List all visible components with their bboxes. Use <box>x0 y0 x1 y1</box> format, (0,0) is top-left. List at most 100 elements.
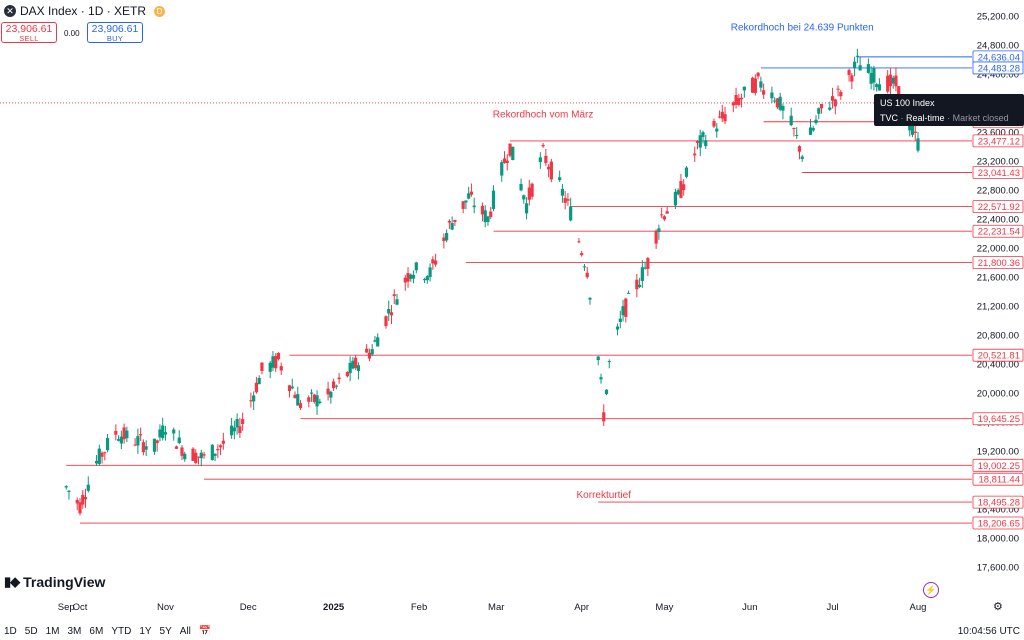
candle-body <box>351 360 355 369</box>
candle-body <box>183 453 187 460</box>
candle-body <box>103 452 107 454</box>
candle-body <box>210 444 214 461</box>
candle-body <box>348 362 352 374</box>
y-tick-label: 24,400.00 <box>977 70 1019 81</box>
candle-body <box>596 356 600 360</box>
candle-body <box>298 403 303 409</box>
candle-body <box>139 434 143 436</box>
candle-body <box>797 146 802 152</box>
candle-body <box>180 447 184 456</box>
candle-body <box>773 100 777 102</box>
candle-body <box>814 119 818 124</box>
candle-body <box>693 153 697 156</box>
timeframe-1y[interactable]: 1Y <box>139 625 152 637</box>
candle-body <box>618 318 622 322</box>
candle-body <box>913 131 917 133</box>
candle-body <box>141 442 146 453</box>
sell-button[interactable]: 23,906.61 SELL <box>1 22 57 43</box>
timeframe-1d[interactable]: 1D <box>4 625 17 637</box>
timeframe-5d[interactable]: 5D <box>24 625 38 637</box>
candle-body <box>249 400 253 402</box>
candle-body <box>615 326 620 330</box>
candle-body <box>309 392 314 394</box>
candle-body <box>469 191 474 195</box>
timeframe-ytd[interactable]: YTD <box>111 625 132 637</box>
candle-body <box>522 195 526 200</box>
chart-annotation: Rekordhoch vom März <box>493 110 594 121</box>
candle-body <box>480 205 485 215</box>
candle-body <box>67 490 71 492</box>
candle-body <box>877 84 882 91</box>
candle-body <box>511 146 515 161</box>
price-level-label-box <box>972 61 1024 75</box>
candle-body <box>196 456 201 458</box>
sell-label: SELL <box>19 34 39 43</box>
y-tick-label: 22,800.00 <box>977 186 1019 197</box>
candle-body <box>626 292 631 294</box>
candle-body <box>847 69 851 76</box>
candle-body <box>384 316 388 326</box>
price-level-label: 22,571.92 <box>978 202 1020 213</box>
y-tick-label: 20,400.00 <box>977 360 1019 371</box>
candle-body <box>472 205 476 208</box>
timeframe-3m[interactable]: 3M <box>67 625 82 637</box>
candle-body <box>538 157 542 163</box>
candle-body <box>312 394 316 402</box>
candle-body <box>676 190 680 195</box>
y-tick-label: 22,000.00 <box>977 244 1019 255</box>
price-level-label-box <box>972 256 1024 269</box>
candle-body <box>83 496 88 500</box>
candle-body <box>442 237 446 242</box>
settings-gear-icon[interactable]: ⚙ <box>993 601 1003 613</box>
candle-body <box>781 106 785 111</box>
candle-body <box>869 72 873 84</box>
symbol-header[interactable]: ✕ DAX Index · 1D · XETR D <box>4 4 166 18</box>
candle-body <box>888 74 893 87</box>
candle-body <box>850 75 854 82</box>
candle-body <box>450 222 454 230</box>
candle-body <box>64 486 68 488</box>
timeframe-5y[interactable]: 5Y <box>159 625 172 637</box>
candle-body <box>86 484 90 491</box>
price-level-label: 22,231.54 <box>978 227 1020 238</box>
candle-body <box>235 418 239 428</box>
candle-body <box>759 81 763 88</box>
timeframe-1m[interactable]: 1M <box>45 625 60 637</box>
candle-body <box>558 177 562 181</box>
candle-body <box>257 377 261 385</box>
buy-button[interactable]: 23,906.61 BUY <box>87 22 143 43</box>
tradingview-logo[interactable]: ▮◆ TradingView <box>4 574 105 590</box>
candle-body <box>505 160 509 163</box>
candle-body <box>216 449 220 451</box>
timeframe-all[interactable]: All <box>179 625 191 637</box>
timeframe-6m[interactable]: 6M <box>89 625 104 637</box>
candle-body <box>489 211 493 218</box>
candle-body <box>660 214 664 216</box>
candle-body <box>238 426 242 434</box>
candle-body <box>406 273 410 282</box>
price-level-label: 20,521.81 <box>978 351 1020 362</box>
candle-body <box>105 438 110 451</box>
candle-body <box>287 385 292 392</box>
candle-body <box>425 276 429 281</box>
price-level-label-box <box>972 412 1024 426</box>
date-range-icon[interactable]: 📅 <box>198 625 212 637</box>
lightning-icon[interactable]: ⚡ <box>923 582 939 598</box>
candle-body <box>191 448 195 461</box>
y-tick-label: 23,600.00 <box>977 128 1019 139</box>
candle-body <box>508 143 512 156</box>
candle-body <box>731 102 735 106</box>
candle-body <box>875 84 879 88</box>
price-level-label-box <box>972 224 1024 238</box>
candle-body <box>392 294 396 297</box>
candle-body <box>78 502 82 514</box>
candle-body <box>213 453 217 456</box>
candle-body <box>739 97 744 100</box>
candle-body <box>712 121 716 127</box>
x-tick-label: Apr <box>574 602 589 613</box>
x-tick-label: Aug <box>910 602 927 613</box>
candle-body <box>155 440 159 444</box>
utc-clock: 10:04:56 UTC <box>957 625 1020 637</box>
candle-body <box>607 361 611 363</box>
